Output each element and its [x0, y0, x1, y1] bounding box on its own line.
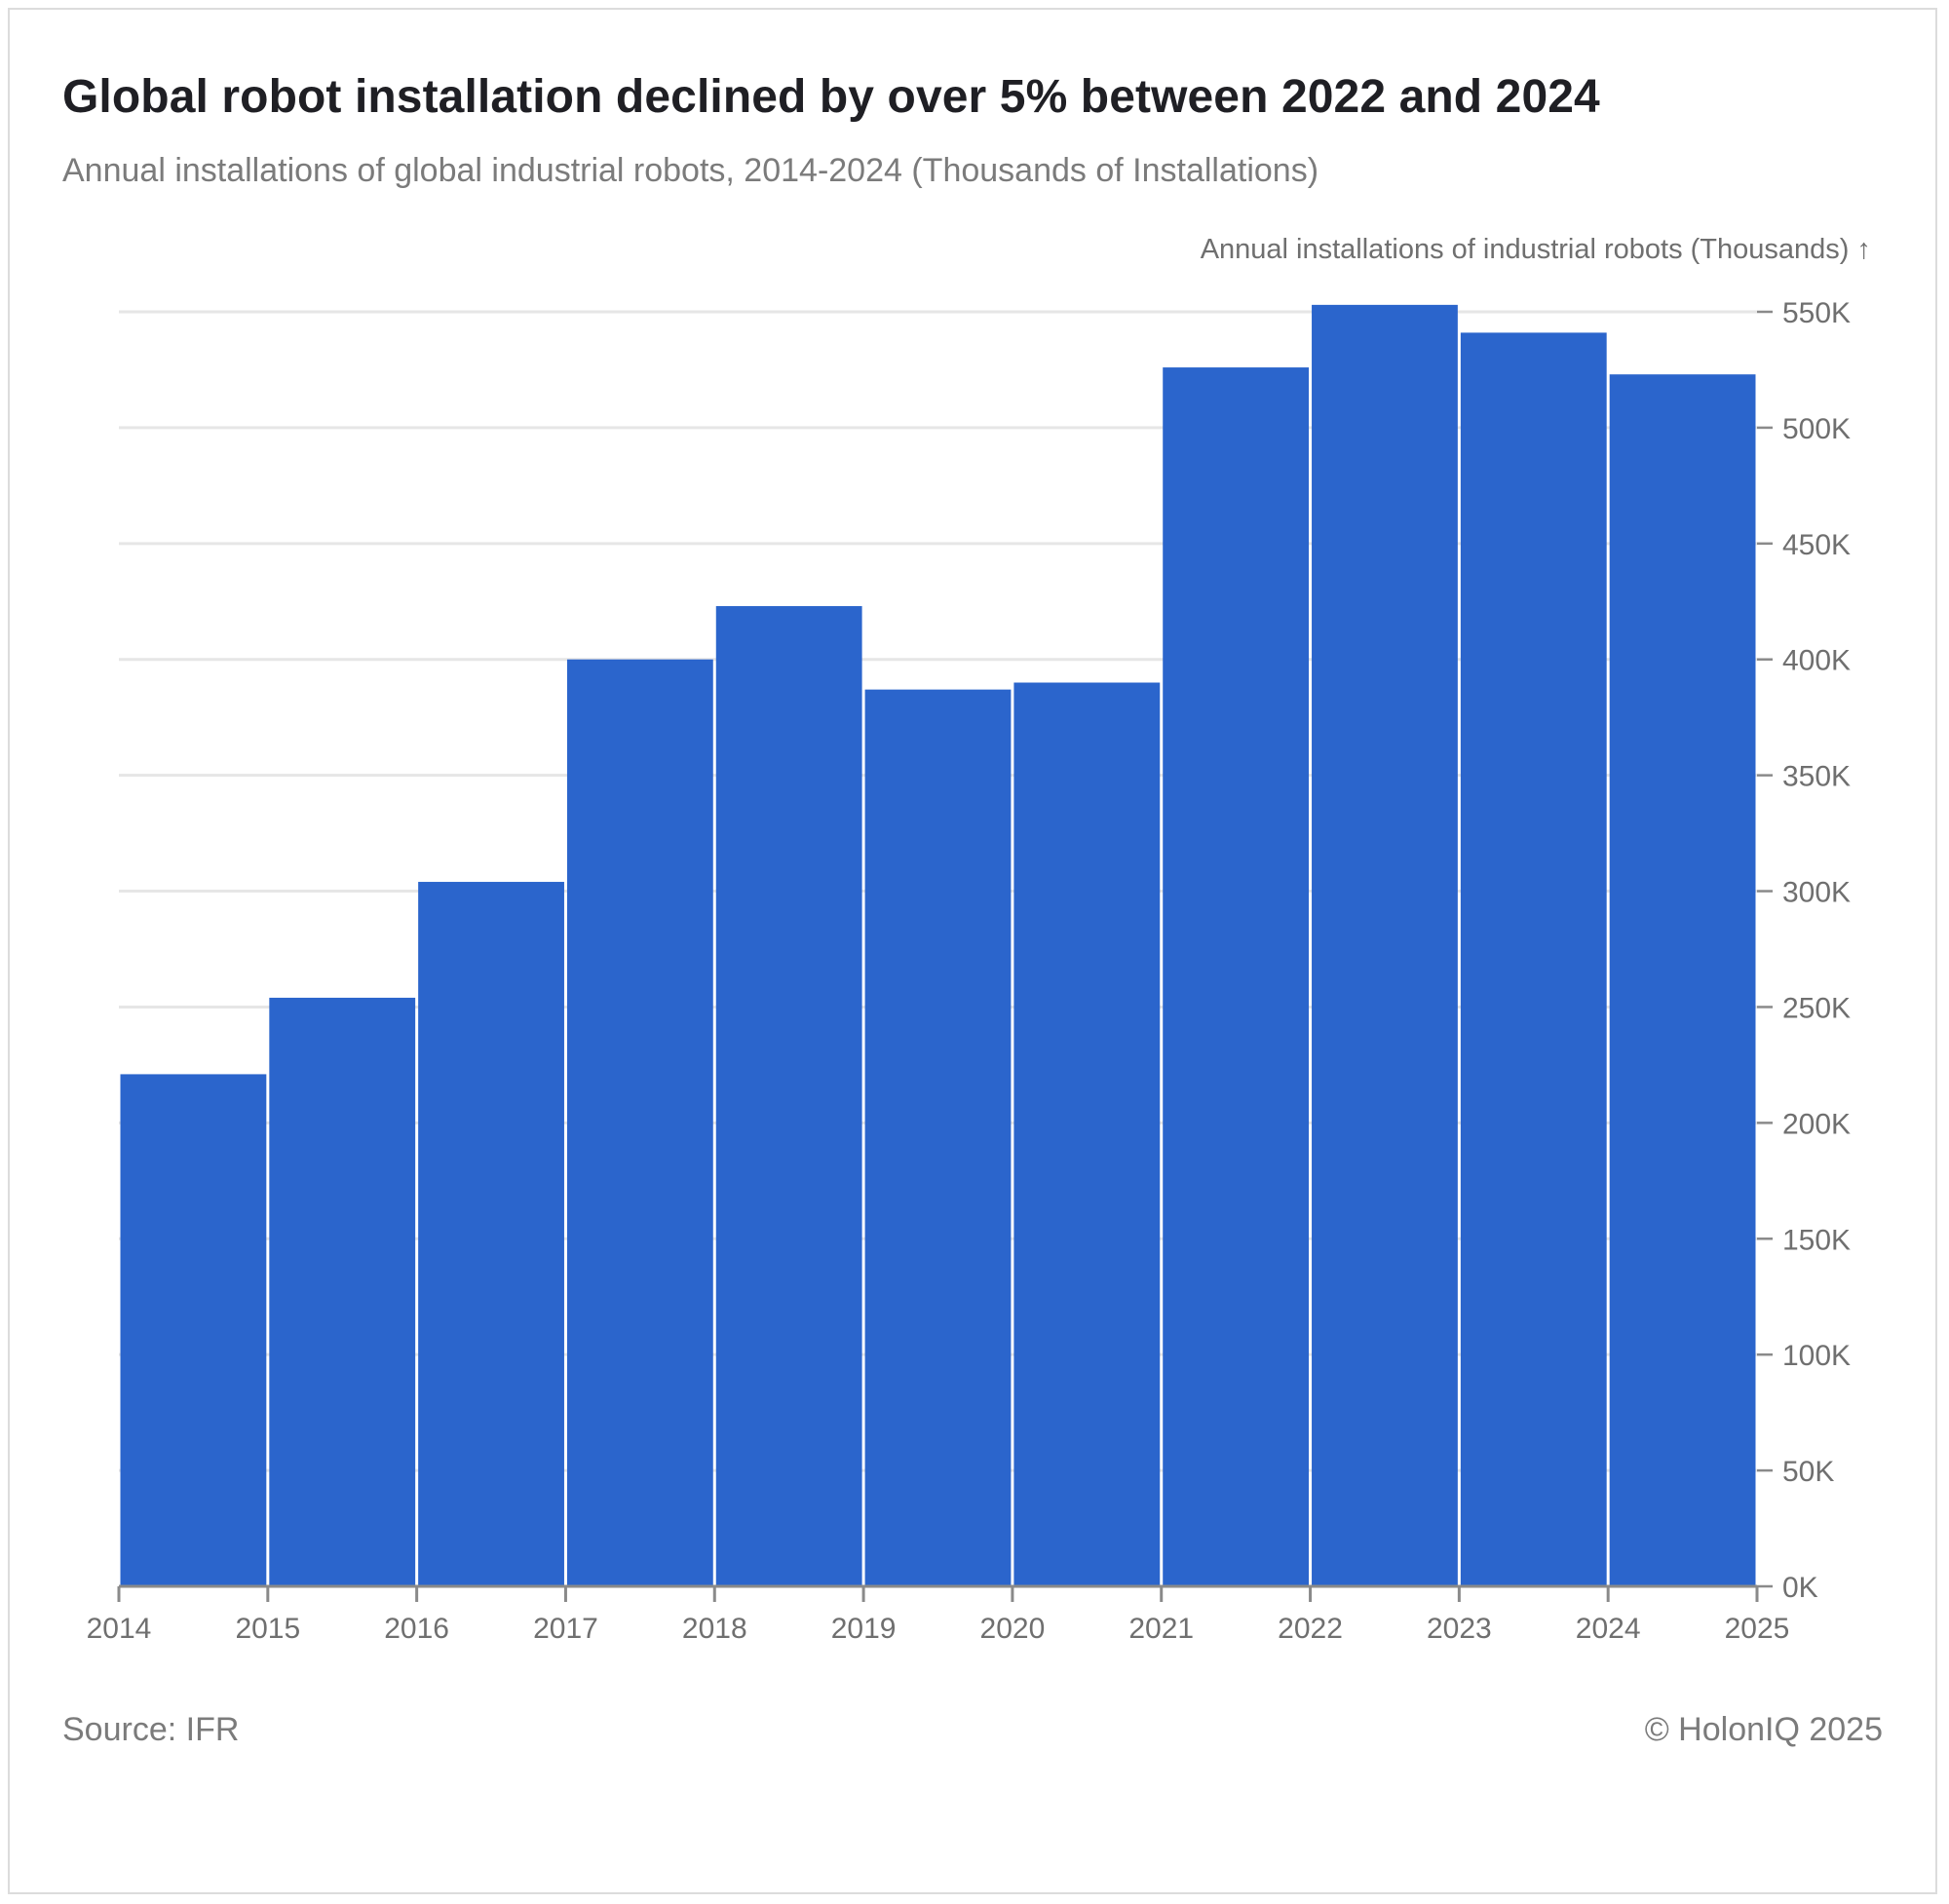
y-tick-label-300: 300K [1782, 877, 1851, 909]
x-tick-label-2017: 2017 [533, 1613, 598, 1645]
y-tick-label-450: 450K [1782, 529, 1851, 561]
bar-2014 [120, 1074, 267, 1586]
x-tick-label-2016: 2016 [384, 1613, 449, 1645]
chart-subtitle: Annual installations of global industria… [62, 152, 1319, 189]
copyright-note: © HolonIQ 2025 [1644, 1711, 1883, 1748]
x-tick-label-2014: 2014 [87, 1613, 152, 1645]
y-tick-label-0: 0K [1782, 1572, 1818, 1604]
y-axis-title: Annual installations of industrial robot… [1201, 234, 1871, 265]
x-tick-label-2020: 2020 [980, 1613, 1046, 1645]
axes: 0K 50K 100K 150K 200K 250K 300K 350K 400K 450K 500… [87, 297, 1851, 1645]
x-tick-label-2022: 2022 [1278, 1613, 1343, 1645]
bar-2021 [1163, 367, 1310, 1586]
x-tick-label-2019: 2019 [831, 1613, 897, 1645]
x-tick-label-2025: 2025 [1725, 1613, 1790, 1645]
bar-2015 [269, 997, 416, 1586]
bar-2018 [715, 606, 862, 1586]
y-tick-label-150: 150K [1782, 1224, 1851, 1256]
x-tick-label-2021: 2021 [1128, 1613, 1194, 1645]
x-tick-label-2024: 2024 [1576, 1613, 1641, 1645]
chart-title: Global robot installation declined by ov… [62, 71, 1600, 123]
bar-2017 [566, 659, 713, 1586]
bars [120, 304, 1756, 1587]
y-tick-label-550: 550K [1782, 297, 1851, 329]
bar-2020 [1013, 682, 1161, 1586]
y-tick-label-200: 200K [1782, 1108, 1851, 1140]
source-note: Source: IFR [62, 1711, 240, 1748]
y-tick-label-50: 50K [1782, 1456, 1834, 1488]
y-tick-label-250: 250K [1782, 992, 1851, 1024]
bar-2016 [418, 882, 564, 1586]
y-tick-label-400: 400K [1782, 645, 1851, 677]
y-tick-label-100: 100K [1782, 1340, 1851, 1372]
bar-2019 [864, 689, 1012, 1586]
x-tick-label-2023: 2023 [1427, 1613, 1492, 1645]
bar-2023 [1460, 332, 1607, 1587]
x-tick-label-2015: 2015 [235, 1613, 300, 1645]
y-tick-label-350: 350K [1782, 761, 1851, 793]
x-tick-label-2018: 2018 [682, 1613, 747, 1645]
bar-2024 [1609, 374, 1756, 1586]
bar-2022 [1312, 304, 1458, 1586]
y-tick-label-500: 500K [1782, 413, 1851, 445]
